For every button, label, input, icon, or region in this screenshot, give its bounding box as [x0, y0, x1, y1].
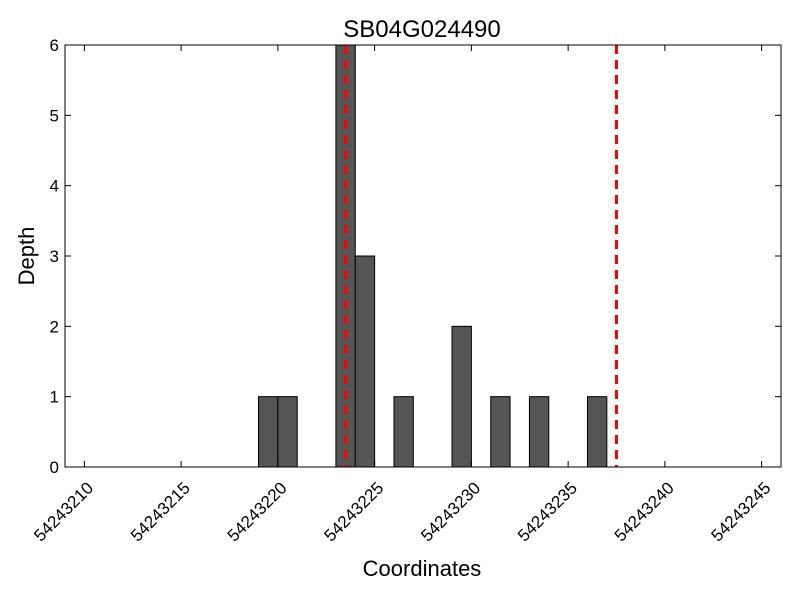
x-tick-label: 54243220	[224, 478, 291, 545]
y-axis-label: Depth	[14, 227, 39, 286]
x-tick-label: 54243240	[611, 478, 678, 545]
y-tick-label: 2	[50, 317, 59, 336]
y-tick-label: 4	[50, 177, 59, 196]
x-tick-label: 54243245	[708, 478, 775, 545]
y-tick-label: 1	[50, 388, 59, 407]
bar	[277, 396, 298, 468]
y-tick-label: 6	[50, 36, 59, 55]
y-tick-label: 5	[50, 106, 59, 125]
bar	[586, 396, 608, 468]
x-axis-label: Coordinates	[363, 556, 482, 581]
chart-title: SB04G024490	[343, 16, 500, 43]
bar	[393, 396, 414, 468]
x-tick-label: 54243225	[321, 478, 388, 545]
x-tick-label: 54243235	[514, 478, 581, 545]
bar	[451, 325, 472, 468]
bar	[490, 396, 511, 468]
y-tick-label: 0	[50, 458, 59, 477]
bar	[528, 396, 550, 468]
x-tick-label: 54243215	[127, 478, 194, 545]
bar	[354, 255, 376, 468]
plot-frame	[64, 44, 782, 468]
x-tick-label: 54243210	[30, 478, 97, 545]
bar	[258, 396, 279, 468]
x-tick-label: 54243230	[417, 478, 484, 545]
y-tick-label: 3	[50, 247, 59, 266]
